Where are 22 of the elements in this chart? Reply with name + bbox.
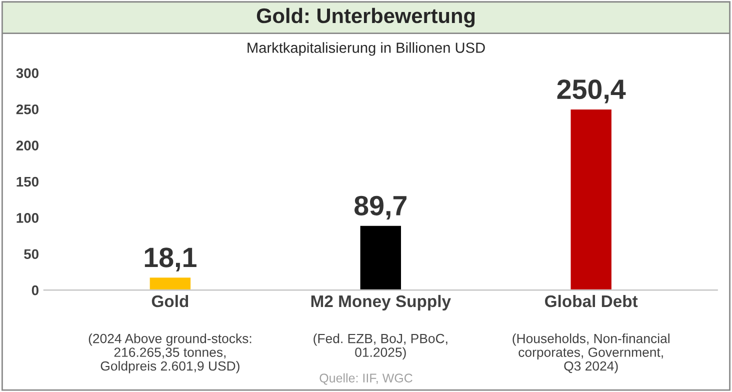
x-tick-label: Gold (152, 294, 188, 308)
data-label: 89,7 (354, 196, 406, 220)
bar (148, 276, 192, 290)
y-tick-label: 0 (32, 285, 38, 296)
text: (2024 Above ground-stocks: 216.265,35 tonnes, Goldpreis 2.601,9 USD) (88, 334, 252, 374)
x-tick-label: Global Debt (545, 294, 638, 308)
data-label: 18,1 (144, 248, 196, 272)
data-label: 250,4 (557, 79, 626, 104)
source-note: Quelle: IIF, WGC (320, 373, 412, 385)
x-tick-label: M2 Money Supply (311, 294, 451, 310)
y-tick-label: 150 (16, 176, 38, 187)
y-tick-label: 250 (16, 104, 38, 114)
y-tick-label: 300 (16, 68, 38, 78)
text: (Fed. EZB, BoJ, PBoC, 01.2025) (314, 334, 448, 360)
bar (569, 108, 613, 290)
bar (358, 224, 402, 290)
y-tick-label: 200 (16, 140, 38, 150)
chart-subtitle: Marktkapitalisierung in Billionen USD (248, 42, 485, 56)
chart-title: Gold: Unterbewertung (256, 8, 475, 28)
y-tick-label: 50 (24, 249, 38, 260)
y-tick-label: 100 (16, 213, 38, 223)
text: (Households, Non-financial corporates, Government, Q3 2024) (512, 334, 670, 374)
